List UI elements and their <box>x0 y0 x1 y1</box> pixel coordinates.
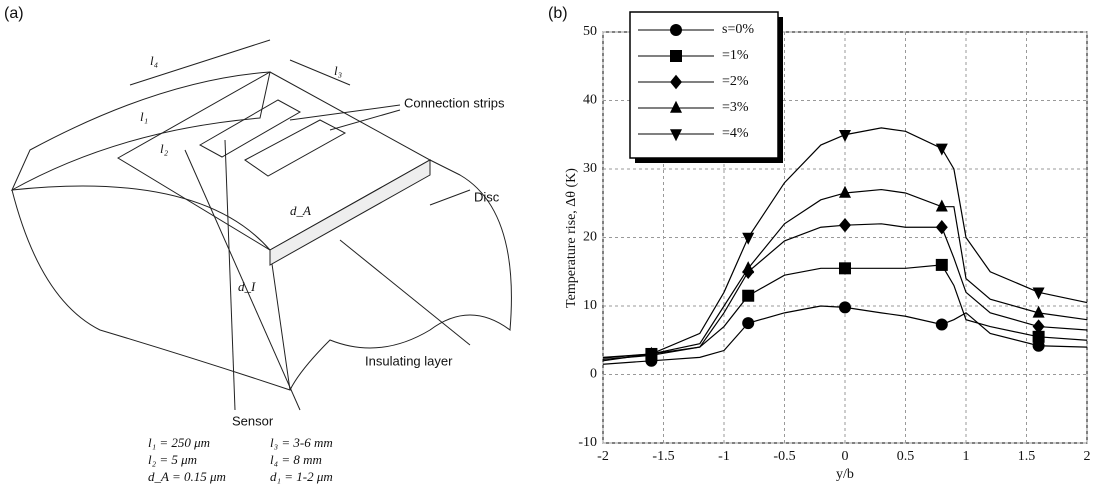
disc-face <box>11 185 291 391</box>
x-axis-label: y/b <box>836 467 854 482</box>
formula: l₂ = 5 μm <box>148 452 197 467</box>
annotation: Connection strips <box>404 95 505 110</box>
formula: l₁ = 250 μm <box>148 435 210 450</box>
legend-marker <box>670 129 682 142</box>
x-tick-label: -0.5 <box>773 449 795 464</box>
dim-label: l₂ <box>160 141 169 156</box>
x-tick-label: 0.5 <box>897 449 915 464</box>
y-tick-label: 40 <box>583 93 597 108</box>
marker <box>1032 287 1045 300</box>
leader <box>329 109 401 131</box>
annotation: Insulating layer <box>365 353 453 368</box>
marker <box>742 232 755 245</box>
insulating-layer <box>269 159 431 266</box>
dim-label: d_I <box>238 279 256 294</box>
marker <box>742 261 755 274</box>
y-axis-label: Temperature rise, Δθ (K) <box>564 168 579 308</box>
insulating-top <box>117 71 432 251</box>
legend-marker <box>670 100 682 113</box>
strip-1 <box>198 99 302 158</box>
legend-label: =2% <box>722 74 749 89</box>
legend-label: s=0% <box>722 22 754 37</box>
dim-line <box>129 39 271 86</box>
sensor-leader <box>184 149 301 411</box>
y-tick-label: 10 <box>583 298 597 313</box>
annotation: Sensor <box>232 413 274 428</box>
marker <box>742 317 755 330</box>
formula: l₃ = 3-6 mm <box>270 435 333 450</box>
y-tick-label: -10 <box>578 435 597 450</box>
marker <box>935 318 948 331</box>
x-tick-label: 1 <box>963 449 970 464</box>
leader <box>339 239 471 346</box>
x-tick-label: 0 <box>842 449 849 464</box>
x-tick-label: 1.5 <box>1018 449 1036 464</box>
marker <box>839 217 851 233</box>
dim-label: l₄ <box>150 53 159 68</box>
legend-marker <box>670 50 682 62</box>
legend-label: =4% <box>722 126 749 141</box>
x-tick-label: -1.5 <box>652 449 674 464</box>
formula: l₄ = 8 mm <box>270 452 322 467</box>
leader <box>289 104 401 121</box>
marker <box>935 143 948 156</box>
dim-label: d_A <box>290 203 311 218</box>
x-tick-label: -2 <box>597 449 609 464</box>
marker <box>839 301 851 314</box>
legend-marker <box>670 74 682 90</box>
marker <box>645 349 658 362</box>
strip-2 <box>244 119 347 177</box>
marker <box>839 262 851 275</box>
dim-label: l₃ <box>334 63 342 78</box>
sensor-leader <box>224 139 236 411</box>
dim-line <box>289 59 351 86</box>
marker <box>935 199 948 212</box>
annotation: Disc <box>474 189 500 204</box>
y-tick-label: 50 <box>583 24 597 39</box>
leader <box>429 189 471 206</box>
marker <box>1032 319 1045 334</box>
marker <box>1032 330 1045 343</box>
marker <box>839 185 851 198</box>
x-tick-label: 2 <box>1084 449 1091 464</box>
formula: d₁ = 1-2 μm <box>270 469 333 484</box>
panel-label: (b) <box>548 5 568 22</box>
y-tick-label: 0 <box>590 367 597 382</box>
panel-label: (a) <box>4 5 24 22</box>
series-line <box>602 127 1088 358</box>
dim-label: l₁ <box>140 109 148 124</box>
disc-right <box>269 159 512 391</box>
legend-label: =3% <box>722 100 749 115</box>
series-line <box>602 223 1088 361</box>
marker <box>935 258 948 271</box>
marker <box>1032 305 1045 318</box>
legend-label: =1% <box>722 48 749 63</box>
marker <box>742 289 755 302</box>
marker <box>935 220 948 235</box>
sensor-diagram <box>10 39 512 411</box>
y-tick-label: 20 <box>583 230 597 245</box>
series-line <box>602 188 1088 359</box>
marker <box>839 129 851 142</box>
formula: d_A = 0.15 μm <box>148 469 226 484</box>
series-line <box>602 264 1088 362</box>
x-tick-label: -1 <box>718 449 730 464</box>
legend-marker <box>670 24 682 36</box>
y-tick-label: 30 <box>583 161 597 176</box>
legend <box>629 11 779 159</box>
